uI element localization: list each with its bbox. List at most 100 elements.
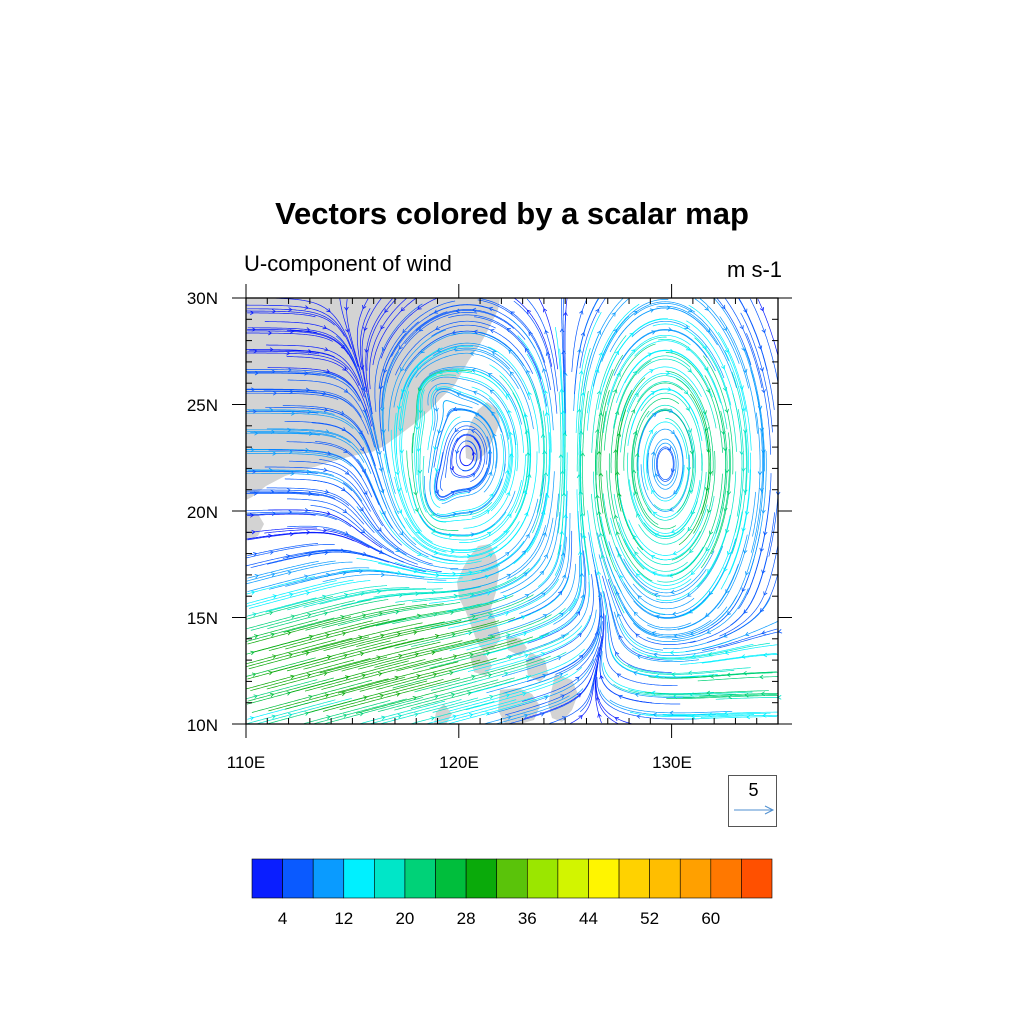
streamline-arrowhead — [449, 610, 455, 615]
streamline-arrowhead — [268, 670, 273, 676]
streamline-arrowhead — [438, 370, 443, 375]
colorbar-box — [404, 858, 436, 899]
streamline-arrowhead — [522, 490, 528, 495]
streamline — [346, 299, 361, 371]
streamline-arrowhead — [563, 513, 568, 519]
streamline-arrowhead — [397, 509, 403, 514]
streamline — [246, 472, 353, 492]
streamline-arrowhead — [720, 365, 726, 370]
streamline-arrowhead — [322, 528, 328, 533]
lon-label-130e: 130E — [652, 753, 692, 772]
streamline-arrowhead — [251, 672, 257, 677]
streamline-arrowhead — [506, 327, 511, 332]
streamline — [768, 494, 779, 557]
streamline — [246, 411, 319, 414]
streamline-arrowhead — [466, 553, 472, 559]
streamline — [246, 619, 318, 639]
streamline-arrowhead — [489, 634, 495, 640]
streamline-arrowhead — [486, 531, 492, 536]
streamline-arrowhead — [579, 572, 584, 577]
streamline-arrowhead — [304, 507, 309, 513]
streamline-arrowhead — [267, 533, 273, 539]
streamline-arrowhead — [704, 612, 710, 617]
streamline — [246, 412, 354, 429]
streamline — [681, 671, 777, 678]
streamline-arrowhead — [417, 387, 422, 392]
streamline-arrowhead — [250, 513, 255, 518]
streamline-arrowhead — [577, 348, 582, 353]
streamline — [356, 298, 369, 370]
streamline-arrowhead — [580, 452, 585, 457]
streamline-arrowhead — [542, 673, 547, 679]
colorbar-box — [343, 858, 375, 899]
streamline-arrowhead — [341, 631, 347, 636]
visayas-island-c — [548, 674, 578, 722]
streamline-arrowhead — [340, 548, 346, 553]
streamline-arrowhead — [672, 694, 678, 699]
streamline-arrowhead — [416, 674, 421, 679]
streamline-arrowhead — [651, 451, 656, 456]
streamline — [247, 372, 361, 402]
streamline — [247, 330, 349, 355]
streamline-arrowhead — [543, 695, 549, 700]
streamline-arrowhead — [395, 547, 400, 552]
streamline-arrowhead — [618, 694, 623, 700]
streamline — [411, 701, 495, 725]
streamline-arrowhead — [541, 510, 546, 515]
streamline — [666, 695, 778, 699]
streamline-arrowhead — [615, 531, 620, 536]
streamline-arrowhead — [380, 572, 386, 577]
streamline-arrowhead — [652, 511, 658, 516]
streamline — [246, 391, 353, 407]
streamline-arrowhead — [689, 450, 695, 455]
streamline-arrowhead — [650, 391, 656, 396]
streamline-arrowhead — [616, 673, 622, 678]
streamline-arrowhead — [670, 589, 675, 595]
streamline-arrowhead — [616, 613, 622, 618]
streamline-arrowhead — [363, 490, 368, 496]
streamline-arrowhead — [287, 367, 292, 373]
streamline — [247, 560, 319, 579]
streamline-arrowhead — [471, 368, 476, 373]
streamline — [508, 677, 592, 725]
streamline-arrowhead — [635, 633, 640, 638]
colorbar: 4 12 20 28 36 44 52 60 — [251, 858, 773, 928]
streamline-arrowhead — [722, 447, 728, 452]
streamline-arrowhead — [324, 550, 329, 556]
streamline-arrowhead — [304, 574, 309, 579]
streamline-arrowhead — [745, 571, 750, 576]
streamline — [366, 298, 397, 371]
streamline-arrowhead — [288, 307, 293, 312]
streamline-arrowhead — [291, 411, 296, 416]
streamline-arrowhead — [488, 553, 493, 558]
streamline-arrowhead — [759, 427, 765, 432]
streamline-arrowhead — [454, 369, 460, 374]
streamline-arrowhead — [345, 328, 350, 333]
streamline-arrowhead — [578, 490, 583, 495]
streamline-arrowhead — [309, 431, 314, 436]
streamline-arrowhead — [304, 305, 309, 310]
streamline-arrowhead — [473, 329, 478, 335]
streamline-arrowhead — [616, 432, 622, 437]
streamline-arrowhead — [469, 652, 474, 658]
streamline — [738, 297, 775, 410]
streamline-arrowhead — [454, 427, 459, 433]
colorbar-label: 44 — [579, 909, 598, 928]
streamline — [246, 369, 351, 386]
streamline-arrowhead — [434, 467, 440, 473]
streamline-arrowhead — [395, 471, 400, 476]
streamline-arrowhead — [523, 572, 528, 577]
streamline-arrowhead — [485, 651, 491, 656]
streamline-arrowhead — [744, 692, 749, 698]
streamline-arrowhead — [633, 491, 639, 496]
colorbar-box — [649, 858, 681, 899]
streamline-arrowhead — [285, 554, 291, 559]
streamline-arrowhead — [596, 450, 602, 455]
streamline-arrowhead — [358, 430, 363, 435]
streamline-arrowhead — [254, 430, 259, 436]
streamline-arrowhead — [613, 514, 619, 519]
streamline-arrowhead — [741, 467, 746, 472]
streamline-arrowhead — [745, 714, 751, 720]
streamline — [247, 532, 355, 542]
streamline — [477, 297, 546, 363]
